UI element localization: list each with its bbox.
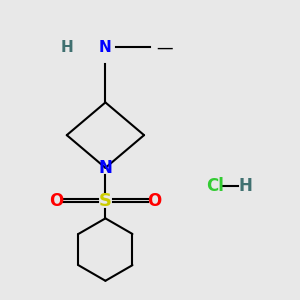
Text: O: O (147, 191, 162, 209)
Text: —: — (156, 38, 172, 56)
Text: O: O (49, 191, 64, 209)
Text: Cl: Cl (206, 177, 224, 195)
Text: S: S (99, 191, 112, 209)
Text: H: H (60, 40, 73, 55)
Text: H: H (238, 177, 252, 195)
Text: N: N (98, 159, 112, 177)
Text: N: N (99, 40, 112, 55)
